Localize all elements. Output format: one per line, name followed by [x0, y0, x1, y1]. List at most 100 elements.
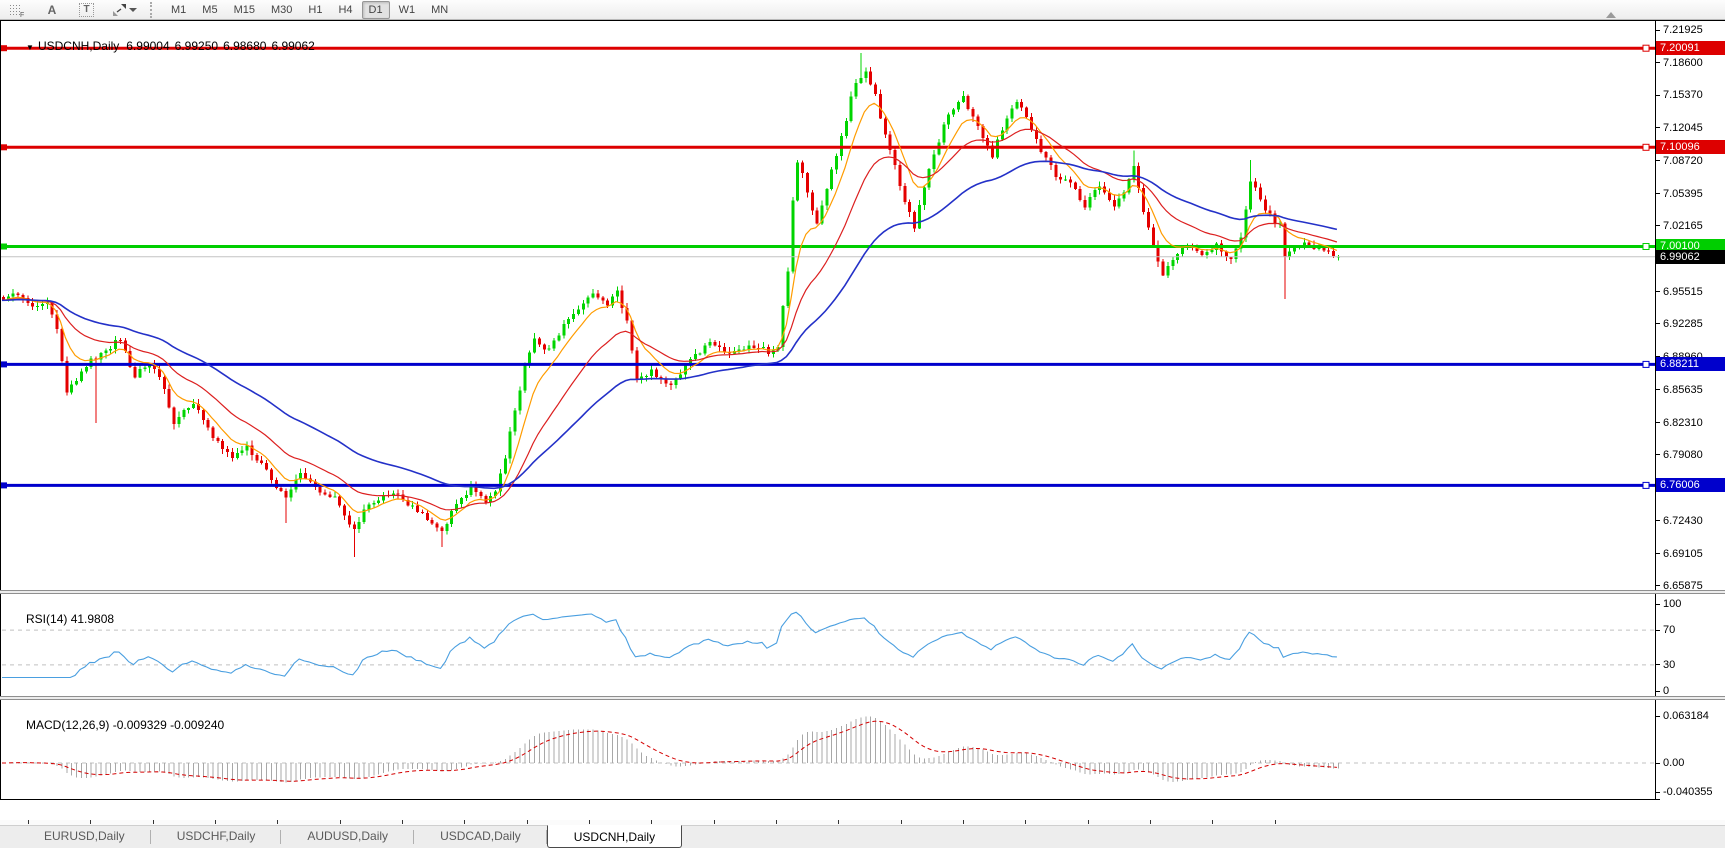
- hline-resistance-1-left-handle[interactable]: [1, 45, 7, 52]
- rsi-name: RSI(14): [26, 612, 68, 626]
- hline-resistance-2[interactable]: [0, 143, 1655, 151]
- fibonacci-grid-icon[interactable]: F: [5, 1, 28, 19]
- price-tick-7.18600-tick: [1656, 62, 1660, 64]
- hline-support-2-left-handle[interactable]: [1, 482, 7, 489]
- hline-resistance-1[interactable]: [0, 44, 1655, 52]
- macd-signal-line: [2, 720, 1337, 782]
- macd-tick-2: -0.040355: [1663, 786, 1713, 798]
- macd-tick-1: 0.00: [1663, 757, 1685, 769]
- hline-pivot-green-left-handle[interactable]: [1, 243, 7, 250]
- down-candle-bodies: [2, 71, 1336, 531]
- macd-histogram: [7, 716, 1339, 783]
- quote-high: 6.99250: [174, 39, 219, 53]
- hline-pivot-green-right-handle[interactable]: [1642, 243, 1650, 250]
- date-tick-12: [775, 820, 777, 824]
- price-badge-support-2: 6.76006: [1656, 478, 1725, 493]
- price-tick-6.69105-tick: [1656, 553, 1660, 555]
- toolbar-separator: [150, 1, 157, 18]
- price-tick-7.05395: 7.05395: [1663, 187, 1703, 200]
- date-tick-16: [1025, 820, 1027, 824]
- price-tick-6.85635: 6.85635: [1663, 383, 1703, 396]
- svg-text:F: F: [20, 12, 24, 17]
- text-label-icon[interactable]: A: [42, 1, 62, 19]
- rsi-tick-0: 0: [1663, 685, 1670, 697]
- ema-mid-line: [1, 128, 1338, 511]
- date-tick-17: [1087, 820, 1089, 824]
- timeframe-button-mn[interactable]: MN: [431, 3, 449, 16]
- macd-tick-2-tick: [1656, 791, 1660, 793]
- chart-tab-usdcad[interactable]: USDCAD,Daily: [414, 826, 547, 848]
- date-tick-13: [838, 820, 840, 824]
- current-price-badge: 6.99062: [1656, 249, 1725, 264]
- rsi-tick-70: 70: [1663, 624, 1676, 637]
- chart-tab-audusd[interactable]: AUDUSD,Daily: [281, 826, 414, 848]
- macd-indicator-label: MACD(12,26,9) -0.009329 -0.009240: [6, 704, 224, 746]
- text-tool-icon[interactable]: T: [76, 1, 97, 19]
- timeframe-button-h4[interactable]: H4: [338, 3, 353, 16]
- chart-window[interactable]: ▼ USDCNH,Daily 6.99004 6.99250 6.98680 6.9906…: [0, 20, 1725, 846]
- collapse-triangle-icon[interactable]: ▼: [26, 43, 34, 52]
- price-badge-resistance-1: 7.20091: [1656, 41, 1725, 56]
- hline-support-2[interactable]: [0, 481, 1655, 489]
- quote-open: 6.99004: [126, 39, 170, 53]
- timeframe-button-d1[interactable]: D1: [361, 0, 390, 19]
- date-tick-19: [1212, 820, 1214, 824]
- rsi-tick-100-tick: [1656, 603, 1660, 605]
- chart-tab-usdcnh[interactable]: USDCNH,Daily: [546, 825, 683, 848]
- axis-separator-line: [1655, 21, 1656, 800]
- price-tick-7.08720: 7.08720: [1663, 154, 1703, 167]
- arrows-tool-icon[interactable]: [109, 1, 140, 19]
- rsi-tick-70-tick: [1656, 629, 1660, 631]
- timeframe-button-w1[interactable]: W1: [398, 3, 416, 16]
- hline-support-2-right-handle[interactable]: [1642, 481, 1650, 489]
- timeframe-button-m5[interactable]: M5: [202, 3, 218, 16]
- timeframe-button-m30[interactable]: M30: [270, 3, 293, 16]
- timeframe-button-h1[interactable]: H1: [308, 3, 323, 16]
- date-tick-10: [651, 820, 653, 824]
- quote-close: 6.99062: [271, 39, 315, 53]
- price-tick-6.95515: 6.95515: [1663, 285, 1703, 298]
- price-badge-support-1: 6.88211: [1656, 357, 1725, 372]
- date-tick-7: [464, 820, 466, 824]
- panel-splitter-rsi[interactable]: [0, 590, 1725, 594]
- ema-slow-line: [1, 160, 1338, 490]
- hline-resistance-1-right-handle[interactable]: [1642, 44, 1650, 52]
- date-tick-11: [713, 820, 715, 824]
- rsi-tick-30-tick: [1656, 664, 1660, 666]
- rsi-tick-30: 30: [1663, 658, 1676, 671]
- price-tick-7.12045: 7.12045: [1663, 121, 1703, 134]
- dropdown-caret-icon[interactable]: [129, 7, 137, 12]
- panel-splitter-macd[interactable]: [0, 696, 1725, 700]
- hline-support-1-left-handle[interactable]: [1, 361, 7, 368]
- price-tick-6.82310-tick: [1656, 422, 1660, 424]
- macd-tick-0: 0.063184: [1663, 710, 1709, 723]
- hline-resistance-2-left-handle[interactable]: [1, 144, 7, 151]
- chart-tab-eurusd[interactable]: EURUSD,Daily: [18, 826, 151, 848]
- timeframe-group: M1 M5 M15 M30 H1 H4 D1 W1 MN: [163, 0, 456, 19]
- price-tick-6.92285: 6.92285: [1663, 317, 1703, 330]
- hline-resistance-2-right-handle[interactable]: [1642, 143, 1650, 151]
- timeframe-button-m15[interactable]: M15: [233, 3, 255, 16]
- up-candle-bodies: [6, 71, 1340, 531]
- candles-layer[interactable]: [2, 53, 1340, 557]
- chart-left-border: [0, 21, 1, 800]
- hline-support-1[interactable]: [0, 360, 1655, 368]
- chart-scroll-marker[interactable]: [1606, 12, 1616, 18]
- price-badge-resistance-2: 7.10096: [1656, 140, 1725, 155]
- date-tick-18: [1149, 820, 1151, 824]
- price-tick-6.72430: 6.72430: [1663, 514, 1703, 527]
- price-tick-6.82310: 6.82310: [1663, 416, 1703, 429]
- price-tick-7.05395-tick: [1656, 193, 1660, 195]
- toolbar: F A T M1 M5 M15 M30 H1 H4 D1 W1 MN: [0, 0, 1725, 20]
- hline-support-1-right-handle[interactable]: [1642, 360, 1650, 368]
- hline-pivot-green[interactable]: [0, 243, 1655, 250]
- chart-tab-usdchf[interactable]: USDCHF,Daily: [151, 826, 282, 848]
- rsi-line: [2, 611, 1337, 679]
- price-tick-6.69105: 6.69105: [1663, 547, 1703, 560]
- macd-name: MACD(12,26,9): [26, 718, 110, 732]
- price-tick-6.65875: 6.65875: [1663, 579, 1703, 592]
- price-tick-7.02165-tick: [1656, 225, 1660, 227]
- date-tick-6: [401, 820, 403, 824]
- timeframe-button-m1[interactable]: M1: [171, 3, 187, 16]
